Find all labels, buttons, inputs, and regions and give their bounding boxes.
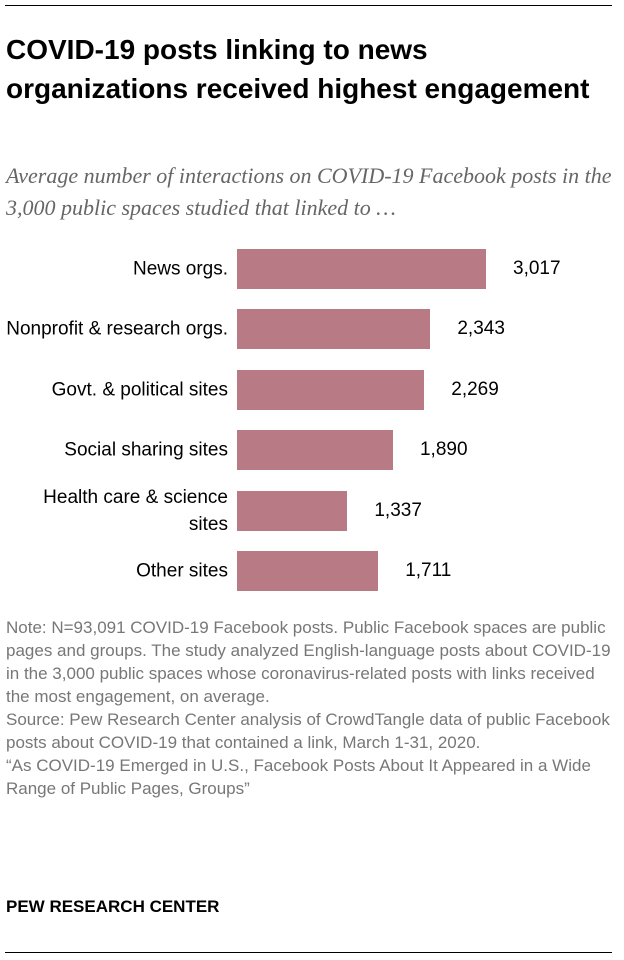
- bar: [237, 369, 425, 410]
- value-label: 1,711: [405, 560, 452, 581]
- category-label: Other sites: [136, 560, 228, 582]
- bar: [237, 490, 348, 531]
- value-label: 1,337: [374, 499, 422, 521]
- value-label: 2,269: [451, 378, 499, 400]
- value-label: 1,890: [419, 439, 468, 461]
- bottom-rule: [5, 952, 612, 953]
- bar: [237, 551, 379, 591]
- bar: [237, 430, 393, 471]
- chart-subtitle: Average number of interactions on COVID-…: [6, 163, 612, 220]
- bar: [237, 309, 431, 350]
- chart-title: COVID-19 posts linking to news organizat…: [6, 34, 590, 104]
- bar: [237, 249, 486, 289]
- top-rule: [5, 5, 612, 6]
- notes: Note: N=93,091 COVID-19 Facebook posts. …: [6, 616, 618, 800]
- value-label: 3,017: [513, 258, 561, 279]
- note: Note: N=93,091 COVID-19 Facebook posts. …: [6, 618, 611, 706]
- category-label: Social sharing sites: [64, 439, 228, 461]
- note: Source: Pew Research Center analysis of …: [6, 710, 610, 752]
- category-label: Nonprofit & research orgs.: [6, 318, 228, 340]
- category-label: Govt. & political sites: [51, 379, 228, 401]
- note: “As COVID-19 Emerged in U.S., Facebook P…: [6, 756, 591, 798]
- source: PEW RESEARCH CENTER: [6, 897, 220, 916]
- category-label: Health care & science sites: [43, 486, 228, 535]
- category-label: News orgs.: [132, 258, 228, 280]
- value-label: 2,343: [457, 318, 505, 340]
